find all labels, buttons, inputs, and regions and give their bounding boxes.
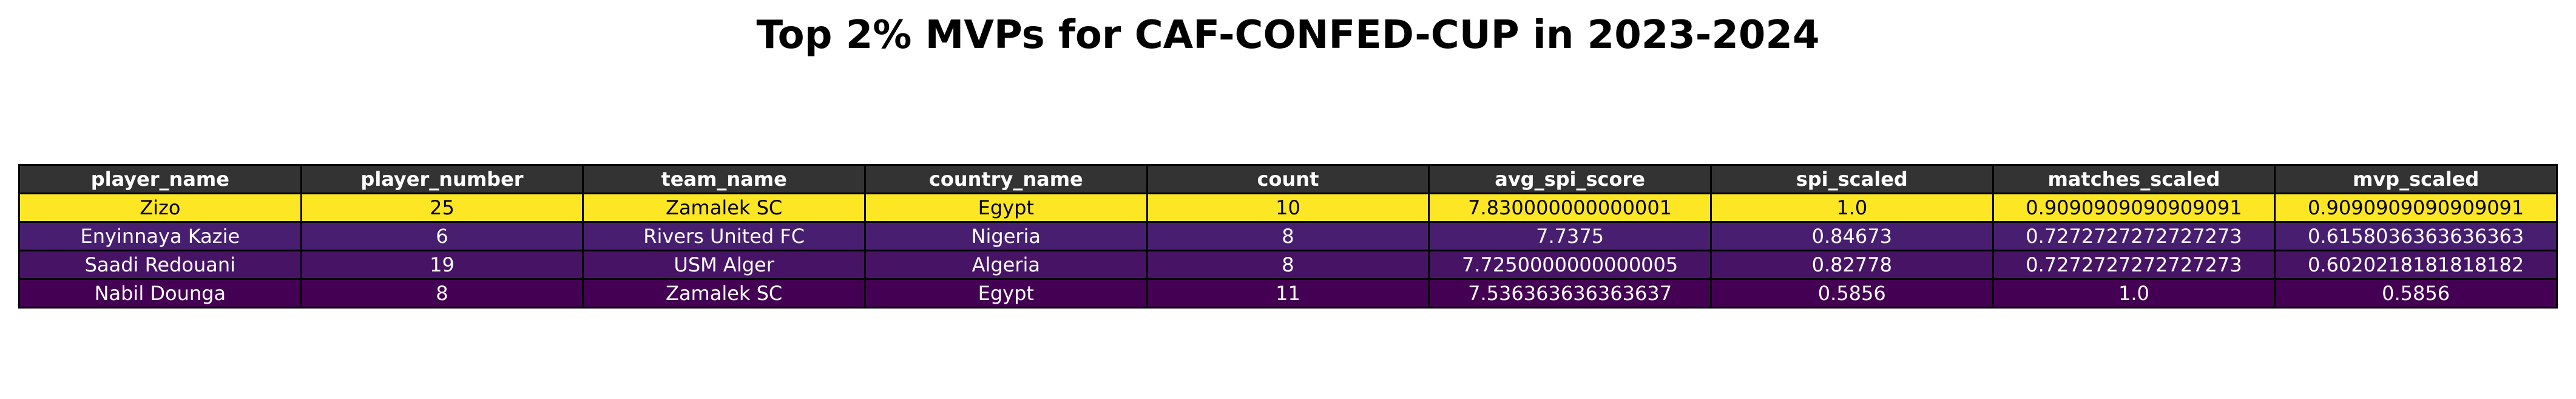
column-header-team-name: team_name [582, 164, 866, 194]
table-cell-spi-scaled: 0.84673 [1709, 221, 1994, 251]
table-row: Nabil Dounga 8 Zamalek SC Egypt 11 7.53636363… [18, 278, 2558, 309]
table-cell-avg-spi-score: 7.830000000000001 [1428, 193, 1712, 223]
table-cell-team-name: Zamalek SC [582, 193, 866, 223]
table-cell-player-number: 6 [300, 221, 584, 251]
table-cell-spi-scaled: 1.0 [1709, 193, 1994, 223]
table-cell-player-name: Nabil Dounga [18, 278, 302, 309]
column-header-spi-scaled: spi_scaled [1709, 164, 1994, 194]
table-header: player_name player_number team_name country… [18, 164, 2558, 194]
column-header-matches-scaled: matches_scaled [1992, 164, 2276, 194]
table-cell-count: 10 [1146, 193, 1430, 223]
table-cell-mvp-scaled: 0.6020218181818182 [2274, 250, 2558, 280]
column-header-count: count [1146, 164, 1430, 194]
table-row: Enyinnaya Kazie 6 Rivers United FC Nigeria 8… [18, 221, 2558, 251]
column-header-country-name: country_name [864, 164, 1148, 194]
table-cell-matches-scaled: 0.7272727272727273 [1992, 250, 2276, 280]
table-cell-mvp-scaled: 0.6158036363636363 [2274, 221, 2558, 251]
table-cell-player-name: Enyinnaya Kazie [18, 221, 302, 251]
table-row: Zizo 25 Zamalek SC Egypt 10 7.830000000000001… [18, 193, 2558, 223]
table-cell-country-name: Egypt [864, 193, 1148, 223]
column-header-player-number: player_number [300, 164, 584, 194]
table-cell-count: 8 [1146, 221, 1430, 251]
header-row: player_name player_number team_name country… [18, 164, 2558, 194]
table-cell-mvp-scaled: 0.9090909090909091 [2274, 193, 2558, 223]
table-cell-team-name: Rivers United FC [582, 221, 866, 251]
table-cell-matches-scaled: 0.9090909090909091 [1992, 193, 2276, 223]
table-cell-spi-scaled: 0.82778 [1709, 250, 1994, 280]
table-cell-team-name: USM Alger [582, 250, 866, 280]
table-cell-country-name: Algeria [864, 250, 1148, 280]
table-cell-matches-scaled: 0.7272727272727273 [1992, 221, 2276, 251]
table-body: Zizo 25 Zamalek SC Egypt 10 7.830000000000001… [18, 193, 2558, 309]
table-cell-player-name: Saadi Redouani [18, 250, 302, 280]
column-header-player-name: player_name [18, 164, 302, 194]
column-header-mvp-scaled: mvp_scaled [2274, 164, 2558, 194]
mvp-table: player_name player_number team_name country… [18, 164, 2558, 309]
table-cell-avg-spi-score: 7.536363636363637 [1428, 278, 1712, 309]
table-cell-avg-spi-score: 7.7375 [1428, 221, 1712, 251]
table-cell-player-number: 19 [300, 250, 584, 280]
mvp-table-container: player_name player_number team_name country… [18, 164, 2558, 309]
column-header-avg-spi-score: avg_spi_score [1428, 164, 1712, 194]
table-row: Saadi Redouani 19 USM Alger Algeria 8 7.72500… [18, 250, 2558, 280]
table-cell-player-name: Zizo [18, 193, 302, 223]
table-cell-player-number: 25 [300, 193, 584, 223]
table-cell-team-name: Zamalek SC [582, 278, 866, 309]
table-cell-matches-scaled: 1.0 [1992, 278, 2276, 309]
table-cell-country-name: Nigeria [864, 221, 1148, 251]
table-cell-country-name: Egypt [864, 278, 1148, 309]
table-cell-avg-spi-score: 7.7250000000000005 [1428, 250, 1712, 280]
table-cell-spi-scaled: 0.5856 [1709, 278, 1994, 309]
table-cell-mvp-scaled: 0.5856 [2274, 278, 2558, 309]
table-cell-count: 11 [1146, 278, 1430, 309]
table-cell-count: 8 [1146, 250, 1430, 280]
chart-title: Top 2% MVPs for CAF-CONFED-CUP in 2023-2… [756, 13, 1820, 58]
table-cell-player-number: 8 [300, 278, 584, 309]
